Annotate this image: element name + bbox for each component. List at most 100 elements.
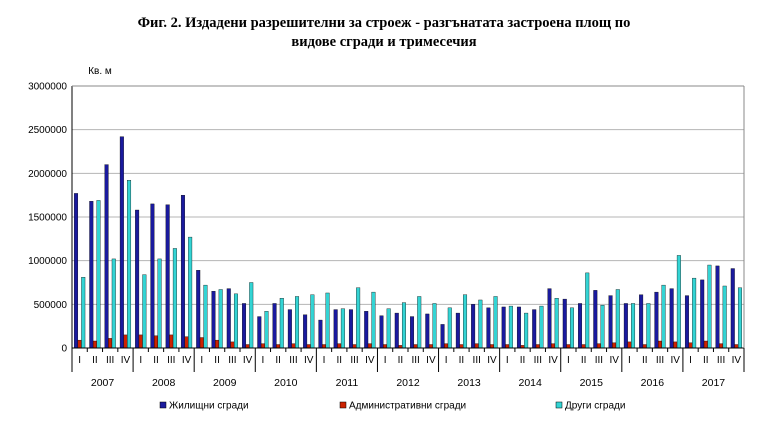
y-tick-label: 1500000 (28, 213, 67, 224)
bar (600, 305, 605, 349)
bar (596, 343, 601, 349)
y-axis-label: Кв. м (88, 66, 112, 77)
bar (612, 342, 617, 349)
bar (684, 295, 689, 349)
bar (737, 287, 742, 349)
x-tick-label: II (703, 355, 709, 366)
bar (447, 307, 452, 349)
bar (642, 344, 647, 349)
bar (524, 312, 529, 349)
bar (233, 293, 238, 349)
x-tick-label: III (534, 355, 542, 366)
bar (585, 272, 590, 349)
bar (245, 344, 250, 349)
bar (639, 294, 644, 349)
year-label: 2017 (702, 377, 726, 389)
x-tick-label: III (106, 355, 114, 366)
bar (242, 303, 247, 349)
bar (356, 287, 361, 349)
y-tick-labels: 0 500000 1000000 1500000 2000000 2500000 30000… (28, 82, 67, 355)
bar (260, 343, 265, 349)
x-tick-label: IV (671, 355, 681, 366)
y-tick-label: 500000 (34, 300, 68, 311)
bar (463, 294, 468, 349)
x-tick-label: IV (182, 355, 192, 366)
bar (318, 319, 323, 349)
bar (608, 295, 613, 349)
bar (535, 344, 540, 349)
bar (508, 305, 513, 349)
bar (734, 344, 739, 349)
bar (646, 303, 651, 349)
bar (218, 289, 223, 349)
bar (413, 344, 418, 349)
bar (333, 309, 338, 349)
chart-title-line2: видове сгради и тримесечия (291, 34, 477, 50)
bar (455, 312, 460, 349)
bar (364, 311, 369, 349)
year-label: 2013 (457, 377, 481, 389)
bar (478, 299, 483, 349)
bar (74, 193, 79, 349)
x-tick-label: II (459, 355, 465, 366)
year-label: 2010 (274, 377, 298, 389)
year-label: 2008 (152, 377, 176, 389)
bar (631, 303, 636, 349)
x-tick-label: I (567, 355, 570, 366)
bar (722, 285, 727, 349)
bar (172, 248, 177, 349)
x-tick-label: I (323, 355, 326, 366)
x-tick-label: II (214, 355, 220, 366)
bar (272, 303, 277, 349)
x-tick-label: III (656, 355, 664, 366)
x-tick-label: III (289, 355, 297, 366)
axes (71, 85, 745, 372)
bar (669, 288, 674, 349)
y-tick-label: 2000000 (28, 169, 67, 180)
bar (383, 344, 388, 349)
bar (135, 209, 140, 349)
bar (673, 341, 678, 349)
bar (532, 309, 537, 349)
bar (367, 343, 372, 349)
bar (444, 343, 449, 349)
x-tick-labels: I II III IV I II III IV I II III IV I II III IV I II III IV… (78, 355, 741, 389)
legend-swatch (555, 401, 563, 409)
bar (257, 316, 262, 349)
bar (547, 288, 552, 349)
bar (142, 274, 147, 349)
x-tick-label: I (78, 355, 81, 366)
bar (165, 204, 170, 349)
year-label: 2014 (519, 377, 543, 389)
bar (432, 303, 437, 349)
bar (352, 344, 357, 349)
bar (180, 194, 185, 349)
x-tick-label: I (445, 355, 448, 366)
bar (340, 308, 345, 349)
bar (184, 336, 189, 349)
year-label: 2009 (213, 377, 237, 389)
x-tick-label: IV (732, 355, 742, 366)
bar (123, 334, 128, 349)
x-tick-label: IV (304, 355, 314, 366)
x-tick-label: II (92, 355, 98, 366)
bar (169, 334, 174, 349)
x-tick-label: IV (548, 355, 558, 366)
bar (150, 203, 155, 349)
bar (578, 303, 583, 349)
bar (569, 307, 574, 349)
x-tick-label: III (717, 355, 725, 366)
bar (554, 298, 559, 349)
legend-label: Жилищни сгради (169, 401, 249, 412)
bar (410, 316, 415, 349)
bar (306, 344, 311, 349)
y-tick-label: 0 (61, 344, 67, 355)
bar (539, 305, 544, 349)
bar (715, 265, 720, 349)
x-tick-label: I (689, 355, 692, 366)
x-tick-label: III (473, 355, 481, 366)
bar (566, 344, 571, 349)
bar (627, 341, 632, 349)
bar (230, 341, 235, 349)
